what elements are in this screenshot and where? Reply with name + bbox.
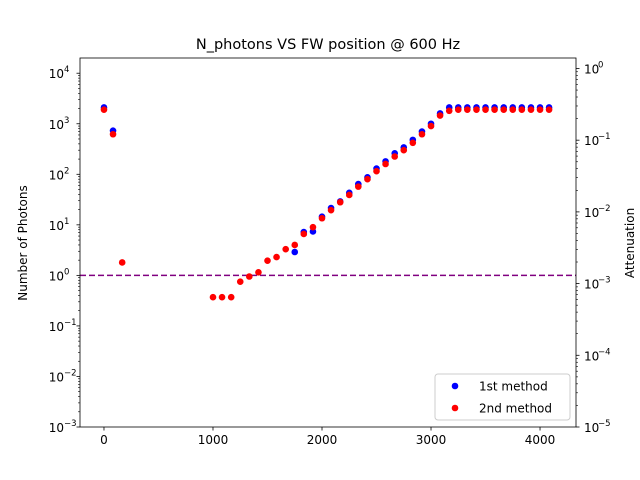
data-point-series-2: [427, 122, 435, 130]
data-point-series-2: [373, 167, 380, 175]
data-point-series-2: [491, 106, 498, 113]
y2-tick-exponent: −3: [598, 276, 611, 286]
legend-marker: [451, 404, 459, 412]
y2-tick-exponent: −4: [598, 347, 611, 357]
data-point-series-2: [227, 293, 235, 301]
y2-tick-exponent: −1: [598, 132, 611, 142]
legend-label: 2nd method: [479, 402, 552, 416]
data-point-series-2: [409, 139, 417, 147]
legend-label: 1st method: [479, 380, 548, 394]
data-point-series-2: [391, 153, 399, 160]
y-tick-label: 10: [49, 320, 64, 334]
x-tick-label: 2000: [307, 433, 338, 447]
data-point-series-2: [454, 106, 462, 113]
data-point-series-2: [282, 245, 290, 253]
x-tick-label: 4000: [525, 433, 556, 447]
plot-frame: [79, 57, 577, 428]
y-tick-exponent: −1: [64, 318, 77, 328]
y2-axis-label: Attenuation: [623, 208, 637, 278]
y-tick-exponent: −2: [64, 368, 77, 378]
data-point-series-2: [536, 106, 544, 113]
y2-tick-exponent: −5: [598, 419, 611, 429]
y2-tick-label: 10: [584, 134, 599, 148]
y-tick-label: 10: [49, 370, 64, 384]
data-point-series-2: [518, 106, 526, 113]
data-point-series-2: [109, 130, 117, 138]
legend: 1st method 2nd method: [434, 373, 571, 421]
y-tick-label: 10: [49, 118, 64, 132]
data-point-series-2: [273, 253, 280, 261]
data-point-series-2: [291, 241, 299, 249]
y2-tick-exponent: 0: [598, 60, 603, 70]
data-point-series-2: [209, 293, 217, 301]
data-point-series-2: [473, 106, 480, 113]
y2-tick-label: 10: [584, 206, 599, 220]
data-point-series-2: [218, 293, 226, 301]
x-tick-label: 1000: [198, 433, 229, 447]
data-point-series-1: [291, 248, 299, 256]
data-point-series-2: [400, 146, 408, 154]
chart-title: N_photons VS FW position @ 600 Hz: [196, 37, 460, 53]
data-point-series-2: [464, 106, 471, 113]
data-point-series-2: [300, 230, 308, 238]
y-tick-label: 10: [49, 421, 64, 435]
y2-tick-label: 10: [584, 349, 599, 363]
y2-tick-exponent: −2: [598, 204, 611, 214]
data-point-series-2: [309, 223, 317, 231]
data-point-series-2: [100, 106, 108, 113]
data-point-series-2: [500, 106, 508, 113]
y-tick-exponent: 2: [64, 166, 69, 176]
data-point-series-2: [545, 106, 553, 113]
data-point-series-2: [382, 160, 389, 168]
data-point-series-2: [355, 183, 362, 190]
data-point-series-2: [264, 257, 271, 265]
data-point-series-2: [364, 175, 371, 183]
data-point-series-2: [327, 206, 335, 214]
y2-tick-label: 10: [584, 421, 599, 435]
data-point-series-2: [255, 269, 262, 276]
legend-box: [434, 373, 571, 421]
y-tick-exponent: 1: [64, 217, 69, 227]
legend-marker: [451, 382, 459, 390]
y-tick-exponent: −3: [64, 419, 77, 429]
data-point-series-2: [345, 191, 353, 199]
y2-tick-label: 10: [584, 278, 599, 292]
data-point-series-2: [445, 107, 453, 115]
y-tick-label: 10: [49, 219, 64, 233]
x-tick-label: 3000: [416, 433, 447, 447]
data-point-series-2: [245, 273, 253, 280]
data-point-series-2: [118, 259, 126, 266]
y-tick-label: 10: [49, 269, 64, 283]
data-point-series-2: [482, 106, 489, 113]
y-axis-label: Number of Photons: [16, 185, 30, 301]
y-tick-exponent: 3: [64, 116, 69, 126]
data-point-series-2: [318, 214, 326, 222]
y2-tick-label: 10: [584, 62, 599, 76]
data-point-series-2: [418, 130, 426, 138]
data-point-series-2: [509, 106, 517, 113]
y-tick-exponent: 0: [64, 267, 69, 277]
data-point-series-2: [527, 106, 535, 113]
data-point-series-2: [336, 198, 344, 206]
data-point-series-2: [436, 112, 444, 119]
y-tick-label: 10: [49, 168, 64, 182]
y-tick-exponent: 4: [64, 65, 69, 75]
data-point-series-2: [236, 278, 244, 285]
y-tick-label: 10: [49, 67, 64, 81]
x-tick-label: 0: [100, 433, 108, 447]
